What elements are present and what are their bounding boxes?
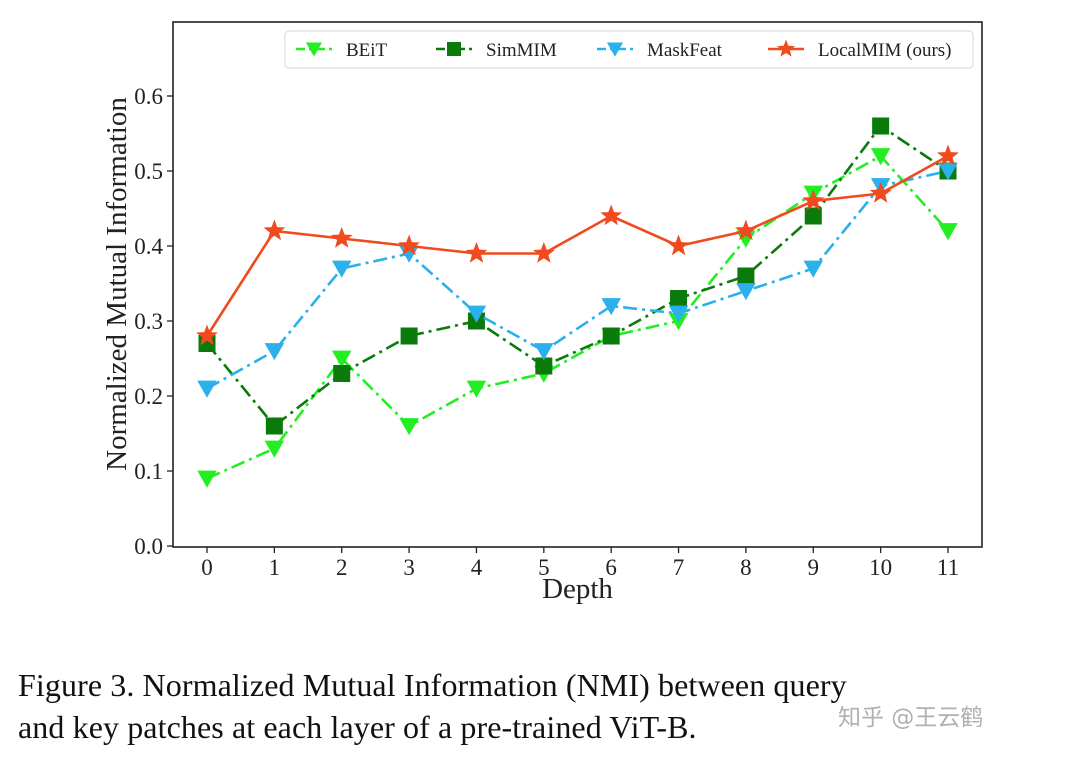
x-tick-label: 6: [605, 555, 617, 580]
data-point-beit: [331, 350, 352, 368]
data-point-maskfeat: [466, 305, 487, 323]
y-tick-label: 0.6: [134, 84, 163, 109]
y-tick-label: 0.2: [134, 384, 163, 409]
y-tick-label: 0.1: [134, 459, 163, 484]
data-point-localmim-ours: [937, 144, 959, 166]
figure-caption: Figure 3. Normalized Mutual Information …: [18, 664, 1078, 748]
x-tick-label: 4: [471, 555, 483, 580]
data-point-beit: [870, 148, 891, 166]
data-point-localmim-ours: [263, 219, 286, 241]
x-tick-label: 1: [269, 555, 281, 580]
data-point-simmim: [400, 327, 418, 345]
series-line-beit: [206, 154, 949, 480]
data-point-simmim: [265, 417, 283, 435]
data-point-simmim: [602, 327, 620, 345]
data-point-localmim-ours: [735, 219, 757, 241]
plot-frame: [172, 21, 983, 548]
x-tick-label: 5: [538, 555, 550, 580]
data-point-beit: [399, 418, 419, 436]
y-tick-label: 0.5: [134, 159, 163, 184]
x-tick-label: 3: [403, 555, 415, 580]
x-tick-label: 9: [808, 555, 820, 580]
data-point-localmim-ours: [196, 324, 218, 346]
data-point-simmim: [333, 365, 351, 382]
data-point-simmim: [804, 207, 822, 225]
series-line-localmim-ours: [205, 154, 949, 337]
x-tick-label: 10: [869, 555, 892, 580]
data-point-maskfeat: [601, 298, 621, 316]
x-tick-label: 8: [740, 555, 752, 580]
data-point-maskfeat: [534, 343, 554, 361]
x-tick-label: 11: [937, 555, 959, 580]
data-point-maskfeat: [803, 260, 824, 278]
y-axis-label: Normalized Mutual Information: [101, 97, 133, 471]
data-point-simmim: [670, 290, 688, 307]
y-tick-label: 0.3: [134, 309, 163, 334]
x-axis-label: Depth: [542, 573, 613, 605]
data-point-simmim: [737, 267, 755, 285]
caption-line-2: and key patches at each layer of a pre-t…: [18, 709, 697, 745]
y-tick-label: 0.0: [134, 534, 163, 559]
legend-label-maskfeat: MaskFeat: [647, 40, 723, 61]
legend-label-beit: BEiT: [346, 40, 388, 61]
nmi-line-chart: 0.0 0.1 0.2 0.3 0.4 0.5 0.6 0 1 2 3 4 5 6 7 8 9 10 11 Depth…: [101, 21, 983, 605]
legend-marker-simmim: [447, 42, 461, 56]
y-tick-label: 0.4: [134, 234, 163, 259]
legend-marker-beit: [305, 42, 323, 57]
data-point-localmim-ours: [802, 189, 825, 211]
series-line-maskfeat: [206, 169, 949, 390]
caption-line-1: Figure 3. Normalized Mutual Information …: [18, 667, 847, 703]
series-line-simmim: [205, 124, 949, 428]
data-point-maskfeat: [197, 380, 217, 398]
data-point-localmim-ours: [600, 204, 623, 226]
data-point-localmim-ours: [465, 242, 488, 263]
legend-box: [284, 30, 974, 69]
data-point-maskfeat: [938, 163, 958, 181]
data-point-simmim: [535, 357, 553, 375]
data-point-localmim-ours: [869, 182, 892, 203]
data-point-localmim-ours: [667, 234, 690, 256]
data-point-maskfeat: [736, 283, 756, 301]
legend-label-simmim: SimMIM: [486, 40, 557, 61]
legend-marker-maskfeat: [606, 42, 624, 57]
data-point-maskfeat: [668, 305, 689, 323]
x-tick-label: 2: [336, 555, 348, 580]
legend-marker-localmim-ours: [777, 39, 795, 57]
data-point-localmim-ours: [398, 234, 420, 256]
legend-label-localmim-ours: LocalMIM (ours): [818, 40, 952, 61]
data-point-simmim: [872, 117, 890, 135]
data-point-beit: [466, 380, 487, 398]
data-point-beit: [197, 470, 217, 488]
watermark: 知乎 @王云鹤: [838, 705, 984, 731]
data-point-localmim-ours: [532, 242, 555, 263]
data-point-localmim-ours: [330, 227, 353, 248]
data-point-maskfeat: [264, 343, 285, 361]
x-tick-label: 7: [673, 555, 685, 580]
data-point-maskfeat: [331, 260, 352, 278]
x-tick-label: 0: [201, 555, 213, 580]
data-point-beit: [938, 223, 958, 241]
data-point-beit: [264, 440, 285, 458]
